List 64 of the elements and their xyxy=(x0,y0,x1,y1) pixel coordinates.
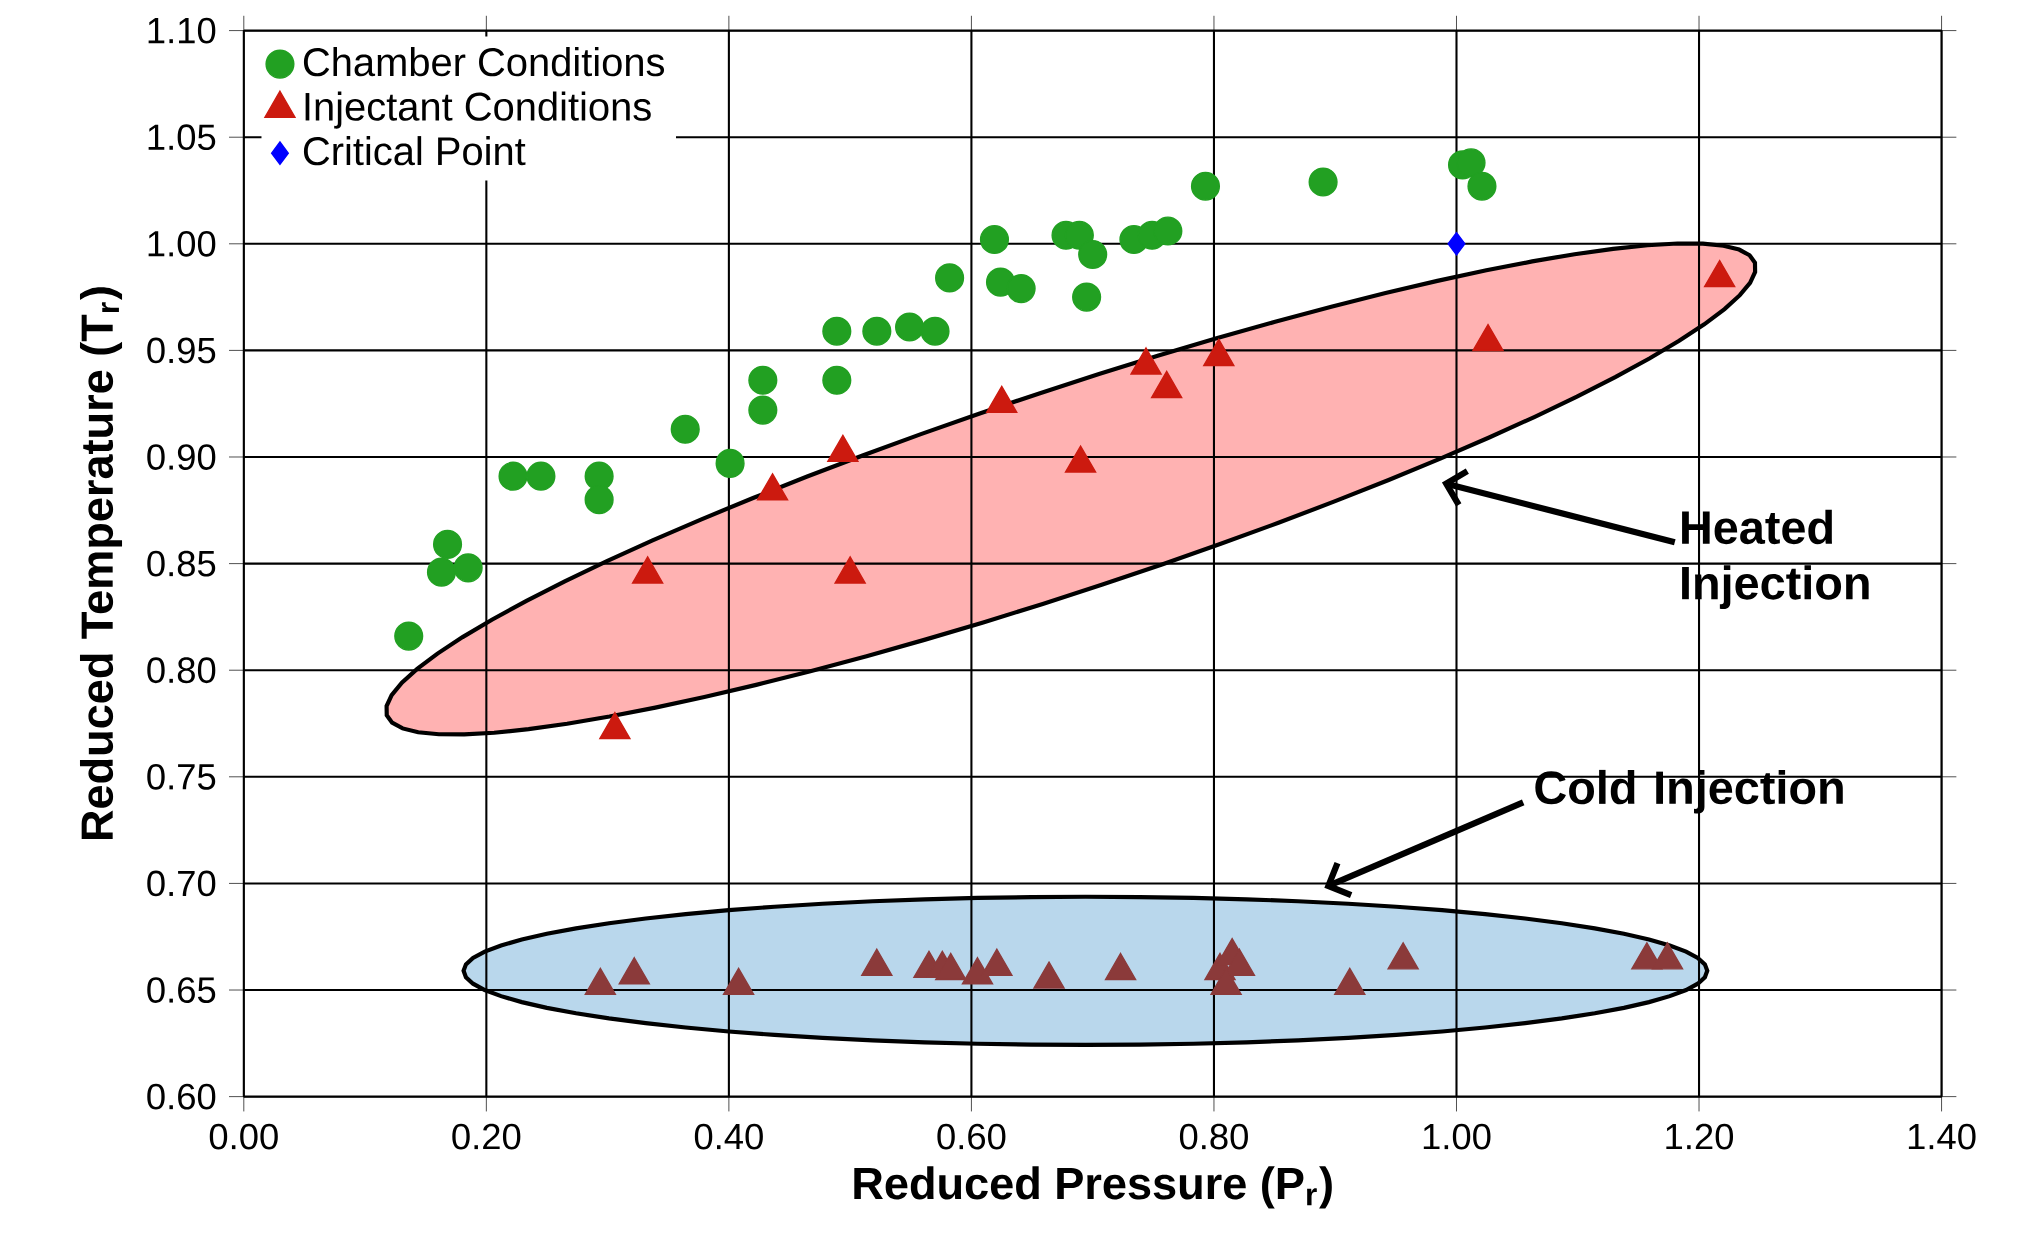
point xyxy=(979,225,1010,255)
point xyxy=(670,414,700,445)
point xyxy=(498,461,528,491)
point xyxy=(1006,274,1036,304)
y-tick-label: 0.70 xyxy=(147,870,216,897)
point xyxy=(584,461,614,491)
x-axis-title: Reduced Pressure (P$_{r}$) xyxy=(854,1166,1332,1209)
point xyxy=(748,395,778,425)
point xyxy=(1072,282,1102,312)
point xyxy=(453,553,483,583)
point xyxy=(1078,240,1108,270)
y-tick-label: 0.95 xyxy=(147,337,216,364)
x-tick-label: 0.80 xyxy=(1179,1123,1248,1150)
point xyxy=(618,957,651,985)
y-tick-label: 0.75 xyxy=(147,764,216,790)
x-tick-label: 1.00 xyxy=(1423,1123,1491,1150)
point xyxy=(935,263,965,293)
point xyxy=(1190,171,1221,201)
y-tick-label: 0.90 xyxy=(147,444,216,471)
point xyxy=(584,967,617,996)
point xyxy=(432,529,463,560)
x-tick-label: 0.20 xyxy=(452,1123,521,1150)
y-tick-label: 1.00 xyxy=(148,231,216,257)
point xyxy=(1104,952,1137,981)
point xyxy=(822,365,852,395)
legend-label: Chamber Conditions xyxy=(303,47,665,77)
point xyxy=(935,952,967,981)
point xyxy=(1651,942,1684,970)
point xyxy=(1447,232,1466,256)
point xyxy=(1334,967,1366,996)
point xyxy=(1387,942,1419,970)
point xyxy=(862,316,892,346)
y-tick-label: 0.60 xyxy=(147,1083,216,1110)
point xyxy=(961,957,994,985)
y-tick-label: 0.85 xyxy=(147,550,216,577)
y-axis-title: Reduced Temperature (T$_{r}$) xyxy=(79,287,123,840)
point xyxy=(920,316,950,346)
x-tick-label: 0.00 xyxy=(209,1123,278,1150)
point xyxy=(895,312,925,342)
y-tick-label: 1.05 xyxy=(148,124,216,151)
point xyxy=(981,948,1013,977)
x-tick-label: 0.60 xyxy=(937,1123,1006,1150)
point xyxy=(584,485,614,515)
legend-label: Critical Point xyxy=(303,136,526,166)
point xyxy=(861,948,893,977)
y-tick-label: 1.10 xyxy=(148,17,216,44)
legend-label: Injectant Conditions xyxy=(305,91,651,129)
point xyxy=(748,365,778,395)
point xyxy=(1308,167,1338,197)
point xyxy=(394,621,424,651)
x-tick-label: 1.40 xyxy=(1908,1123,1976,1150)
x-tick-label: 0.40 xyxy=(694,1123,763,1150)
point xyxy=(715,448,745,479)
point xyxy=(1033,961,1065,989)
point xyxy=(1153,216,1183,246)
point xyxy=(1467,171,1497,201)
y-tick-label: 0.65 xyxy=(147,977,216,1004)
point xyxy=(426,557,457,587)
point xyxy=(722,967,755,996)
point xyxy=(599,712,631,740)
x-tick-label: 1.20 xyxy=(1666,1123,1734,1150)
point xyxy=(822,316,852,346)
point xyxy=(526,461,556,491)
y-tick-label: 0.80 xyxy=(147,657,216,684)
